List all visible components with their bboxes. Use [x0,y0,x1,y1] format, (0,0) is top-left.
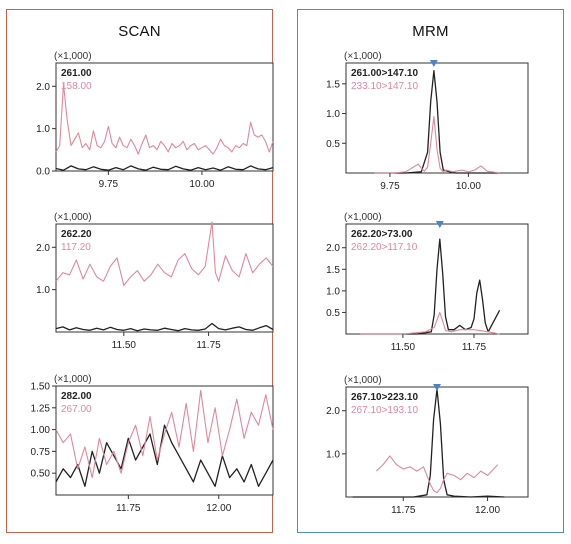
x-tick-label: 10.00 [456,181,481,192]
x-tick-label: 9.75 [99,179,119,190]
legend-entry: 261.00 [61,68,92,79]
scan-panel-title: SCAN [118,23,161,40]
series-line [360,238,501,335]
series-line [55,322,274,332]
chart-mrm-5: 1.0 2.0 11.75 12.00 (×1,000) 267.10>223.10 267… [326,375,529,516]
y-multiplier-label: (×1,000) [54,212,92,223]
series-line [55,389,274,479]
plot-frame [55,223,274,333]
chart-mrm-3: 0.5 1.0 1.5 9.75 10.00 (×1,000) 261.00>147.10 2… [326,51,529,192]
y-tick-label: 0.50 [31,469,51,480]
chart-scan-2: 0.50 0.75 1.00 1.25 1.50 11.75 12.00 (×1,000) 28… [31,374,274,514]
y-tick-label: 2.0 [326,243,340,254]
y-tick-label: 1.5 [326,79,340,90]
x-tick-label: 9.75 [380,181,400,192]
y-tick-label: 1.0 [36,124,50,135]
plot-frame [55,62,274,172]
series-line [55,83,274,155]
x-tick-label: 10.00 [189,179,214,190]
series-line [360,311,500,335]
y-tick-label: 1.00 [31,425,51,436]
series-line [375,455,499,494]
series-line [352,388,505,498]
chart-scan-1: 1.0 2.0 11.50 11.75 (×1,000) 262.20 117.20 [36,212,274,351]
y-tick-label: 1.0 [326,109,340,120]
y-tick-label: 0.5 [326,139,340,150]
legend-entry: 267.10>193.10 [351,405,418,416]
peak-marker-icon [433,384,441,391]
chart-scan-0: 0.0 1.0 2.0 9.75 10.00 (×1,000) 261.00 158.00 [36,51,274,190]
x-tick-label: 12.00 [206,503,231,514]
legend-entry: 267.10>223.10 [351,392,418,403]
y-tick-label: 1.25 [31,403,51,414]
y-tick-label: 0.5 [326,308,340,319]
x-tick-label: 11.75 [116,503,141,514]
y-multiplier-label: (×1,000) [344,375,382,386]
legend-entry: 158.00 [61,81,92,92]
legend-entry: 117.20 [61,242,91,253]
y-tick-label: 1.5 [326,265,340,276]
peak-marker-icon [429,60,438,67]
y-tick-label: 1.50 [31,382,51,393]
y-multiplier-label: (×1,000) [54,51,92,62]
peak-marker-icon [435,221,444,228]
legend-entry: 282.00 [61,391,92,402]
legend-entry: 233.10>147.10 [351,81,418,92]
series-line [55,424,274,487]
y-tick-label: 1.0 [36,285,50,296]
series-line [55,165,274,171]
series-line [55,221,274,286]
legend-entry: 261.00>147.10 [351,68,418,79]
legend-entry: 262.20>117.10 [351,242,418,253]
plot-frame [345,62,529,174]
chart-mrm-4: 0.5 1.0 1.5 2.0 11.50 11.75 (×1,000) 262.20>73.… [326,212,529,353]
y-tick-label: 2.0 [36,243,50,254]
x-tick-label: 11.75 [391,505,416,516]
x-tick-label: 11.75 [462,342,487,353]
y-tick-label: 2.0 [36,82,50,93]
x-tick-label: 11.50 [112,340,137,351]
y-multiplier-label: (×1,000) [344,212,382,223]
legend-entry: 262.20 [61,229,92,240]
y-tick-label: 1.0 [326,286,340,297]
y-tick-label: 1.0 [326,449,340,460]
y-tick-label: 0.75 [31,447,51,458]
x-tick-label: 11.75 [196,340,221,351]
plot-frame [345,386,529,498]
y-multiplier-label: (×1,000) [54,374,92,385]
x-tick-label: 11.50 [391,342,416,353]
plot-frame [55,385,274,496]
mrm-panel-title: MRM [412,23,449,40]
x-tick-label: 12.00 [475,505,500,516]
legend-entry: 262.20>73.00 [351,229,413,240]
y-tick-label: 2.0 [326,406,340,417]
legend-entry: 267.00 [61,404,92,415]
y-tick-label: 0.0 [36,167,50,178]
series-line [374,115,500,174]
y-multiplier-label: (×1,000) [344,51,382,62]
